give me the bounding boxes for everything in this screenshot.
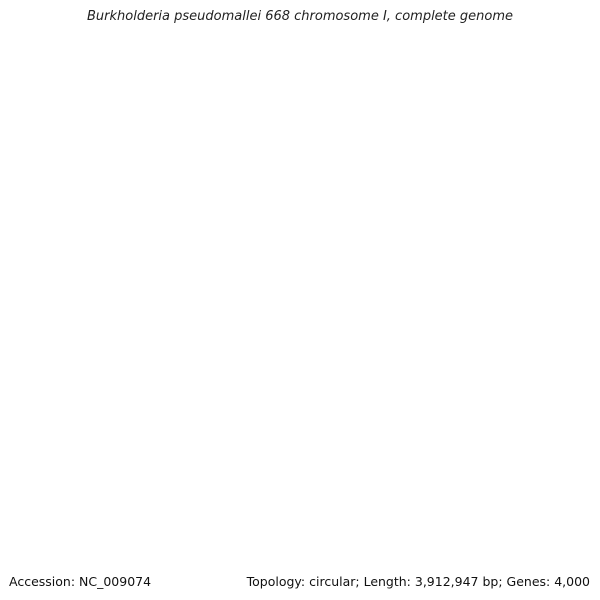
map-title: Burkholderia pseudomallei 668 chromosome…	[86, 9, 514, 24]
accession-text: Accession: NC_009074	[9, 574, 152, 589]
genome-summary-text: Topology: circular; Length: 3,912,947 bp…	[246, 574, 590, 589]
